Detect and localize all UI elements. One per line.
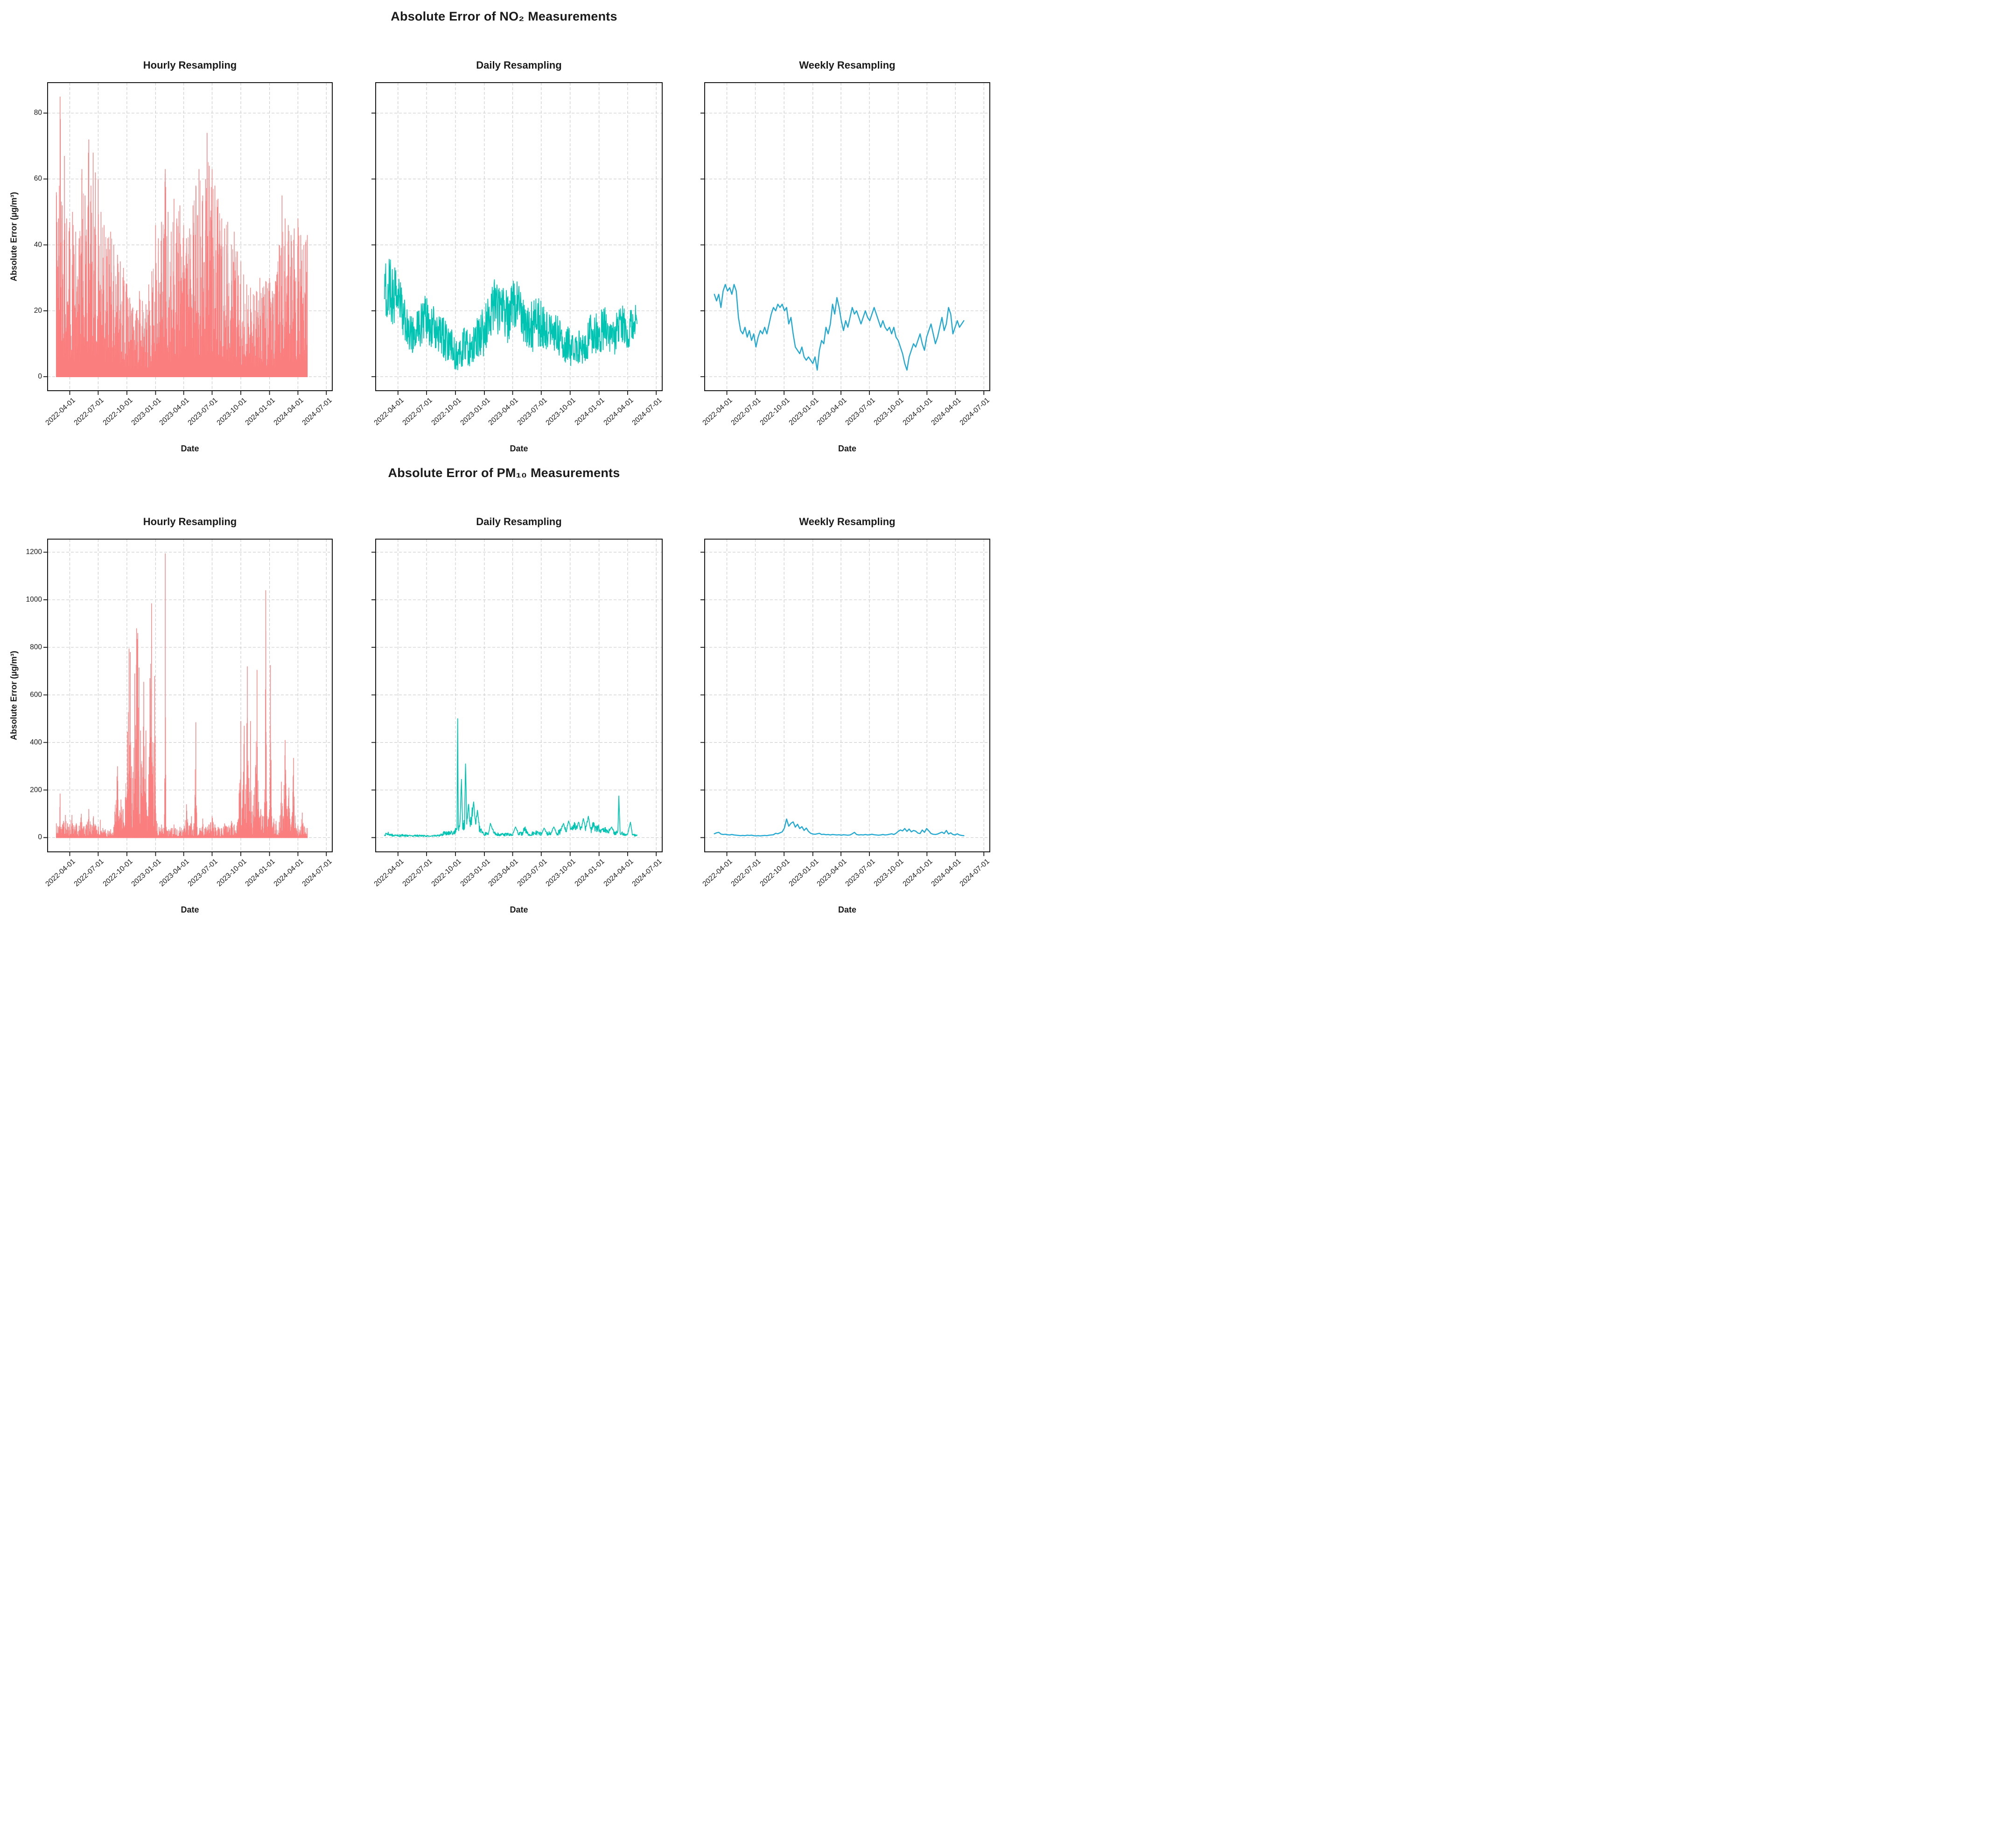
figure-title-no2: Absolute Error of NO₂ Measurements — [391, 9, 617, 23]
subplot-title: Hourly Resampling — [143, 59, 237, 71]
subplot-title: Weekly Resampling — [799, 59, 896, 71]
no2-weekly-plot-canvas — [698, 79, 996, 403]
pm10-weekly-plot-canvas — [698, 535, 996, 864]
subplot-title: Daily Resampling — [476, 516, 562, 527]
y-tick-label: 0 — [38, 833, 42, 842]
x-axis-label: Date — [510, 444, 528, 453]
subplot-no2-daily: Daily Resampling Date 2022-04-01 2022-07-… — [369, 59, 669, 453]
x-axis-label: Date — [838, 444, 856, 453]
y-tick-label: 40 — [34, 240, 42, 249]
y-axis-label-no2: Absolute Error (µg/m³) — [9, 192, 19, 281]
subplot-no2-weekly: Weekly Resampling Date 2022-04-01 2022-07… — [698, 59, 996, 453]
y-tick-label: 1000 — [26, 595, 42, 604]
x-axis-label: Date — [838, 905, 856, 914]
y-tick-label: 20 — [34, 306, 42, 315]
subplot-no2-hourly: Hourly Resampling Date 2022-04-01 2022-07… — [34, 59, 339, 453]
y-tick-label: 200 — [30, 786, 42, 794]
no2-hourly-plot-canvas — [41, 79, 339, 403]
subplot-pm10-weekly: Weekly Resampling Date 2022-04-01 2022-07… — [698, 516, 996, 914]
y-tick-label: 0 — [38, 372, 42, 380]
x-axis-label: Date — [181, 905, 199, 914]
y-tick-label: 1200 — [26, 548, 42, 556]
subplot-pm10-daily: Daily Resampling Date 2022-04-01 2022-07-… — [369, 516, 669, 914]
subplot-title: Hourly Resampling — [143, 516, 237, 527]
y-tick-label: 600 — [30, 690, 42, 699]
y-axis-label-pm10: Absolute Error (µg/m³) — [9, 651, 19, 740]
figure-title-pm10: Absolute Error of PM₁₀ Measurements — [388, 466, 620, 480]
no2-daily-plot-canvas — [369, 79, 669, 403]
pm10-daily-plot-canvas — [369, 535, 669, 864]
subplot-title: Weekly Resampling — [799, 516, 896, 527]
y-tick-label: 800 — [30, 643, 42, 651]
x-axis-label: Date — [510, 905, 528, 914]
pm10-hourly-plot-canvas — [41, 535, 339, 864]
x-axis-label: Date — [181, 444, 199, 453]
y-tick-label: 400 — [30, 738, 42, 746]
subplot-pm10-hourly: Hourly Resampling Date 2022-04-01 2022-07… — [26, 516, 339, 914]
subplot-title: Daily Resampling — [476, 59, 562, 71]
y-tick-label: 60 — [34, 175, 42, 183]
y-tick-label: 80 — [34, 109, 42, 117]
